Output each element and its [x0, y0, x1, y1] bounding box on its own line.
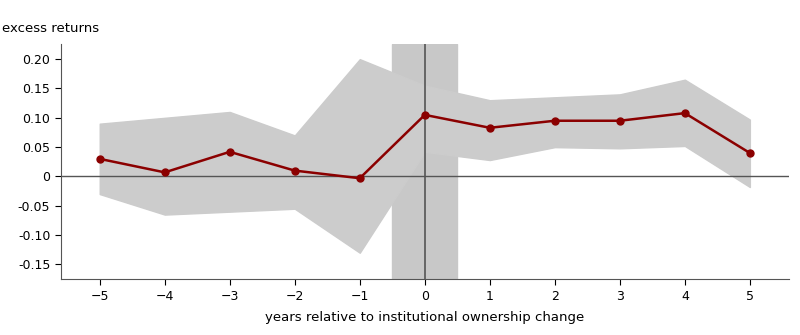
X-axis label: years relative to institutional ownership change: years relative to institutional ownershi… [265, 311, 585, 324]
Text: excess returns: excess returns [2, 22, 99, 35]
Bar [392, 45, 458, 279]
